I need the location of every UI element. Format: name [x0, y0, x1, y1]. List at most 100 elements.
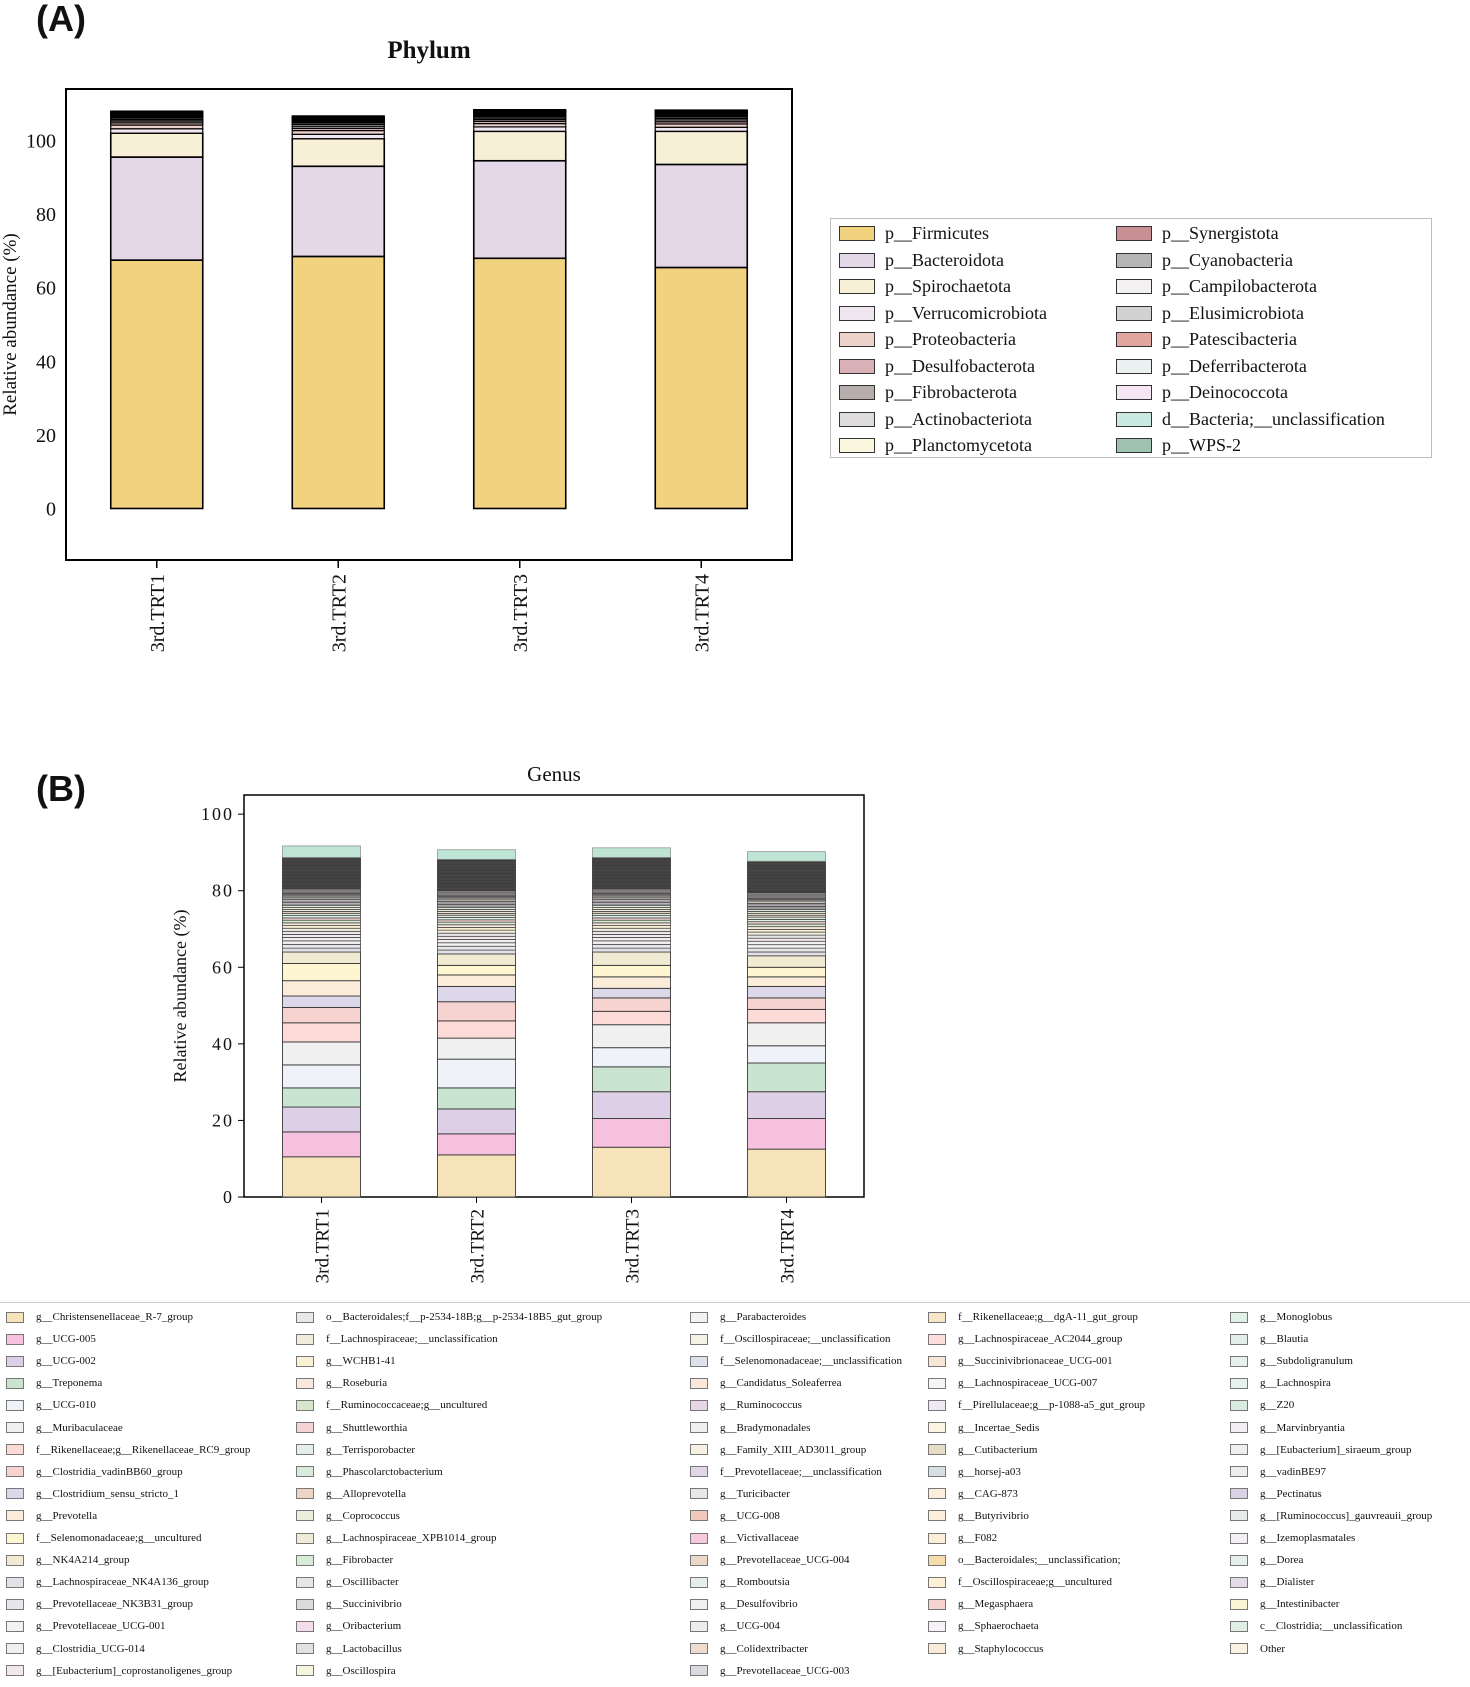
legend-swatch: [6, 1444, 24, 1456]
bar-segment: [282, 995, 361, 1008]
legend-swatch: [1116, 305, 1152, 321]
legend-swatch: [296, 1488, 314, 1500]
bar-segment: [437, 1133, 516, 1156]
legend-label: g__Oribacterium: [326, 1620, 402, 1633]
bar-segment: [282, 1007, 361, 1024]
bar-segment: [282, 951, 361, 964]
legend-swatch: [928, 1422, 946, 1433]
legend-swatch: [1230, 1333, 1248, 1345]
bar-segment: [592, 1024, 671, 1049]
bar-segment: [437, 1020, 516, 1039]
legend-item: f__Lachnospiraceae;__unclassification: [296, 1333, 498, 1345]
legend-label: g__Terrisporobacter: [326, 1443, 416, 1456]
legend-swatch: [1230, 1643, 1248, 1654]
legend-swatch: [1230, 1488, 1248, 1500]
legend-item: g__Dialister: [1230, 1576, 1314, 1588]
legend-label: g__Subdoligranulum: [1260, 1355, 1353, 1368]
legend-item: g__Romboutsia: [690, 1576, 790, 1588]
legend-label: g__Blautia: [1260, 1333, 1309, 1346]
bar-segment: [282, 1156, 361, 1198]
bar-segment: [747, 947, 826, 953]
bar-segment: [437, 935, 516, 940]
bar-segment: [747, 955, 826, 968]
bar-segment: [282, 963, 361, 982]
legend-item: p__Cyanobacteria: [1116, 250, 1293, 271]
legend-item: f__Pirellulaceae;g__p-1088-a5_gut_group: [928, 1399, 1145, 1411]
legend-swatch: [296, 1444, 314, 1456]
bar-segment: [747, 944, 826, 949]
y-tick-label: 60: [36, 278, 56, 300]
legend-swatch: [928, 1355, 946, 1367]
legend-label: g__Fibrobacter: [326, 1554, 394, 1567]
legend-item: g__Cutibacterium: [928, 1444, 1037, 1456]
legend-swatch: [839, 411, 875, 427]
legend-swatch: [1116, 358, 1152, 374]
legend-swatch: [1116, 438, 1152, 453]
legend-label: g__Prevotellaceae_UCG-001: [36, 1620, 166, 1633]
legend-swatch: [928, 1444, 946, 1456]
legend-label: g__Dorea: [1260, 1554, 1304, 1567]
genus-chart: Genus 0 20 40 60 80 100 Relative abundance (%) 3…: [170, 762, 865, 1283]
legend-label: p__Fibrobacterota: [885, 382, 1017, 402]
legend-item: p__Verrucomicrobiota: [839, 303, 1047, 324]
legend-label: g__[Eubacterium]_coprostanoligenes_group: [36, 1664, 233, 1677]
bar-segment: [282, 1064, 361, 1089]
legend-item: g__WCHB1-41: [296, 1355, 396, 1367]
bar-segment: [747, 966, 826, 978]
legend-item: g__UCG-002: [6, 1355, 96, 1367]
legend-label: p__WPS-2: [1162, 435, 1242, 455]
legend-item: f__Rikenellaceae;g__Rikenellaceae_RC9_gr…: [6, 1444, 250, 1456]
legend-label: p__Proteobacteria: [885, 329, 1016, 349]
legend-swatch: [690, 1665, 708, 1677]
legend-label: f__Lachnospiraceae;__unclassification: [326, 1333, 498, 1346]
legend-item: g__horsej-a03: [928, 1466, 1021, 1478]
legend-item: p__Elusimicrobiota: [1116, 303, 1304, 324]
legend-item: p__Deferribacterota: [1116, 356, 1307, 377]
y-axis-label: Relative abundance (%): [170, 910, 191, 1083]
bar-segment: [592, 964, 671, 978]
legend-item: g__Lactobacillus: [296, 1643, 402, 1655]
legend-swatch: [1230, 1510, 1248, 1522]
legend-label: o__Bacteroidales;f__p-2534-18B;g__p-2534…: [326, 1311, 603, 1323]
legend-item: p__Patescibacteria: [1116, 329, 1297, 350]
legend-item: o__Bacteroidales;f__p-2534-18B;g__p-2534…: [296, 1311, 602, 1323]
legend-label: g__Roseburia: [326, 1377, 388, 1390]
legend-item: g__Butyrivibrio: [928, 1510, 1029, 1522]
legend-swatch: [1116, 332, 1152, 347]
bar-segment: [437, 921, 516, 926]
panel-a-label: (A): [36, 0, 86, 39]
bar-segment: [592, 927, 671, 932]
legend-label: p__Planctomycetota: [885, 435, 1032, 455]
bar-segment: [747, 937, 826, 942]
legend-label: g__Victivallaceae: [720, 1532, 799, 1544]
bar-segment: [282, 930, 361, 935]
legend-item: g__Lachnospira: [1230, 1377, 1331, 1389]
legend-swatch: [690, 1466, 708, 1478]
legend-swatch: [690, 1554, 708, 1566]
legend-item: g__Shuttleworthia: [296, 1422, 407, 1434]
bar-segment: [437, 949, 516, 955]
legend-label: g__F082: [958, 1532, 998, 1544]
legend-swatch: [928, 1554, 946, 1566]
legend-swatch: [1230, 1377, 1248, 1389]
legend-label: p__Desulfobacterota: [885, 355, 1035, 376]
legend-item: g__Succinivibrionaceae_UCG-001: [928, 1355, 1113, 1367]
legend-label: p__Actinobacteriota: [885, 408, 1032, 429]
legend-label: g__Prevotellaceae_UCG-003: [720, 1664, 850, 1677]
legend-item: g__Colidextribacter: [690, 1643, 808, 1655]
legend-item: p__Spirochaetota: [839, 276, 1011, 297]
legend-swatch: [296, 1554, 314, 1566]
bar-segment: [437, 953, 516, 966]
legend-item: g__Family_XIII_AD3011_group: [690, 1444, 866, 1456]
legend-label: g__Family_XIII_AD3011_group: [720, 1443, 867, 1456]
legend-label: g__Lachnospiraceae_UCG-007: [958, 1377, 1098, 1390]
legend-label: g__Alloprevotella: [326, 1487, 407, 1500]
legend-label: f__Rikenellaceae;g__dgA-11_gut_group: [958, 1311, 1138, 1323]
y-tick-label: 0: [223, 1187, 234, 1207]
legend-item: g__Marvinbryantia: [1230, 1422, 1345, 1434]
bar-segment: [747, 1091, 826, 1119]
legend-item: g__UCG-004: [690, 1620, 780, 1632]
legend-swatch: [1230, 1311, 1248, 1323]
legend-swatch: [839, 252, 875, 268]
legend-item: g__[Eubacterium]_siraeum_group: [1230, 1444, 1412, 1456]
